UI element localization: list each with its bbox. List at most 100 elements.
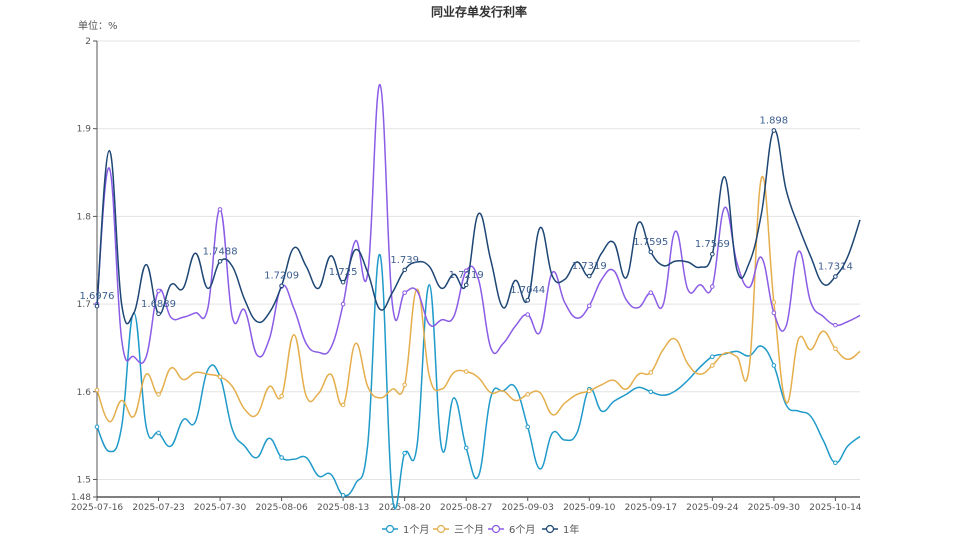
y-tick-label: 1.8 bbox=[77, 212, 92, 222]
data-point-marker bbox=[340, 402, 346, 408]
x-tick-label: 2025-09-03 bbox=[502, 503, 554, 513]
series-line-0 bbox=[96, 254, 861, 510]
legend-marker-icon bbox=[385, 524, 395, 534]
x-axis: 2025-07-16 2025-07-23 2025-07-30 2025-08-06… bbox=[71, 496, 862, 513]
series-lines bbox=[94, 84, 861, 510]
x-tick-label: 2025-09-30 bbox=[748, 503, 801, 513]
data-point-marker bbox=[525, 424, 531, 430]
series-line-1 bbox=[96, 175, 861, 423]
data-point-marker bbox=[156, 311, 161, 317]
legend-marker-icon bbox=[436, 524, 446, 534]
legend-marker-icon bbox=[491, 524, 501, 534]
y-axis: 1.48 1.5 1.6 1.7 1.8 1.9 2 bbox=[71, 37, 98, 503]
data-label: 1.725 bbox=[329, 267, 358, 278]
x-tick-label: 2025-08-06 bbox=[255, 503, 308, 513]
x-tick-label: 2025-07-16 bbox=[71, 503, 124, 513]
data-point-marker bbox=[402, 290, 407, 295]
data-point-marker bbox=[217, 207, 223, 212]
x-tick-label: 2025-09-10 bbox=[563, 503, 616, 513]
data-point-marker bbox=[525, 297, 531, 303]
data-label: 1.7219 bbox=[449, 270, 484, 281]
data-point-marker bbox=[586, 388, 592, 394]
x-tick-label: 2025-07-30 bbox=[194, 503, 247, 513]
data-point-marker bbox=[771, 363, 777, 368]
x-tick-label: 2025-07-23 bbox=[132, 503, 184, 513]
data-point-marker bbox=[94, 303, 100, 309]
data-point-marker bbox=[586, 303, 592, 309]
data-point-marker bbox=[463, 445, 469, 451]
data-point-marker bbox=[833, 274, 838, 279]
legend-item-2: 6个月 bbox=[488, 524, 535, 536]
y-tick-label: 1.6 bbox=[77, 388, 92, 398]
data-point-marker bbox=[463, 268, 469, 274]
data-point-marker bbox=[279, 393, 284, 399]
x-tick-label: 2025-09-24 bbox=[686, 503, 739, 513]
data-label: 1.7319 bbox=[572, 261, 607, 272]
data-point-marker bbox=[94, 424, 100, 430]
chart-title: 同业存单发行利率 bbox=[431, 4, 527, 19]
legend: 1个月 三个月 6个月 1年 bbox=[382, 523, 579, 536]
legend-label: 1年 bbox=[563, 523, 579, 536]
data-point-marker bbox=[156, 430, 161, 436]
data-point-marker bbox=[402, 267, 407, 273]
series-line-2 bbox=[96, 84, 861, 365]
data-label: 1.6889 bbox=[141, 299, 176, 310]
data-point-marker bbox=[402, 450, 407, 456]
data-point-marker bbox=[833, 322, 838, 328]
data-point-marker bbox=[833, 460, 838, 466]
data-point-marker bbox=[648, 370, 654, 375]
legend-label: 1个月 bbox=[403, 524, 429, 536]
legend-label: 三个月 bbox=[454, 524, 484, 536]
data-point-marker bbox=[833, 346, 838, 352]
unit-label: 单位：% bbox=[78, 19, 118, 32]
data-point-marker bbox=[525, 312, 531, 317]
data-label: 1.898 bbox=[760, 115, 789, 126]
data-point-marker bbox=[340, 301, 346, 307]
data-point-marker bbox=[156, 288, 161, 294]
data-labels: 1.6976 1.6889 1.7488 1.7209 1.725 1.739 1.7219… bbox=[80, 115, 853, 309]
legend-item-3: 1年 bbox=[542, 523, 579, 536]
data-point-marker bbox=[279, 455, 284, 460]
data-label: 1.7314 bbox=[818, 262, 853, 273]
data-point-marker bbox=[710, 354, 715, 359]
data-point-marker bbox=[340, 492, 346, 498]
data-point-marker bbox=[648, 389, 654, 395]
data-point-marker bbox=[402, 382, 407, 388]
data-label: 1.7209 bbox=[264, 271, 299, 282]
data-point-marker bbox=[648, 249, 654, 255]
data-point-marker bbox=[771, 310, 777, 316]
y-tick-label: 1.48 bbox=[71, 493, 91, 503]
data-point-marker bbox=[463, 282, 469, 288]
data-point-marker bbox=[463, 369, 469, 374]
x-tick-label: 2025-08-20 bbox=[379, 503, 432, 513]
y-tick-label: 1.9 bbox=[77, 125, 92, 135]
data-point-marker bbox=[771, 128, 777, 133]
x-tick-label: 2025-08-27 bbox=[440, 503, 492, 513]
data-point-marker bbox=[94, 387, 100, 393]
series-line-3 bbox=[96, 129, 861, 325]
data-point-marker bbox=[217, 258, 223, 264]
legend-label: 6个月 bbox=[509, 524, 535, 536]
legend-item-1: 三个月 bbox=[433, 524, 484, 536]
data-label: 1.7488 bbox=[203, 246, 238, 257]
y-tick-label: 1.7 bbox=[77, 300, 91, 310]
data-point-marker bbox=[771, 300, 777, 305]
grid bbox=[97, 40, 860, 480]
data-point-marker bbox=[340, 279, 346, 285]
x-tick-label: 2025-09-17 bbox=[625, 503, 677, 513]
data-label: 1.7595 bbox=[633, 237, 668, 248]
data-point-marker bbox=[279, 283, 284, 289]
x-tick-label: 2025-08-13 bbox=[317, 503, 369, 513]
data-point-marker bbox=[710, 284, 715, 289]
legend-marker-icon bbox=[545, 524, 555, 534]
data-point-marker bbox=[710, 251, 715, 257]
x-tick-label: 2025-10-14 bbox=[809, 503, 862, 513]
data-point-marker bbox=[710, 363, 715, 368]
y-tick-label: 1.5 bbox=[77, 475, 91, 485]
legend-item-0: 1个月 bbox=[382, 524, 429, 536]
data-label: 1.6976 bbox=[80, 291, 115, 302]
data-label: 1.739 bbox=[390, 255, 419, 266]
data-point-marker bbox=[586, 273, 592, 279]
data-point-marker bbox=[525, 392, 531, 397]
